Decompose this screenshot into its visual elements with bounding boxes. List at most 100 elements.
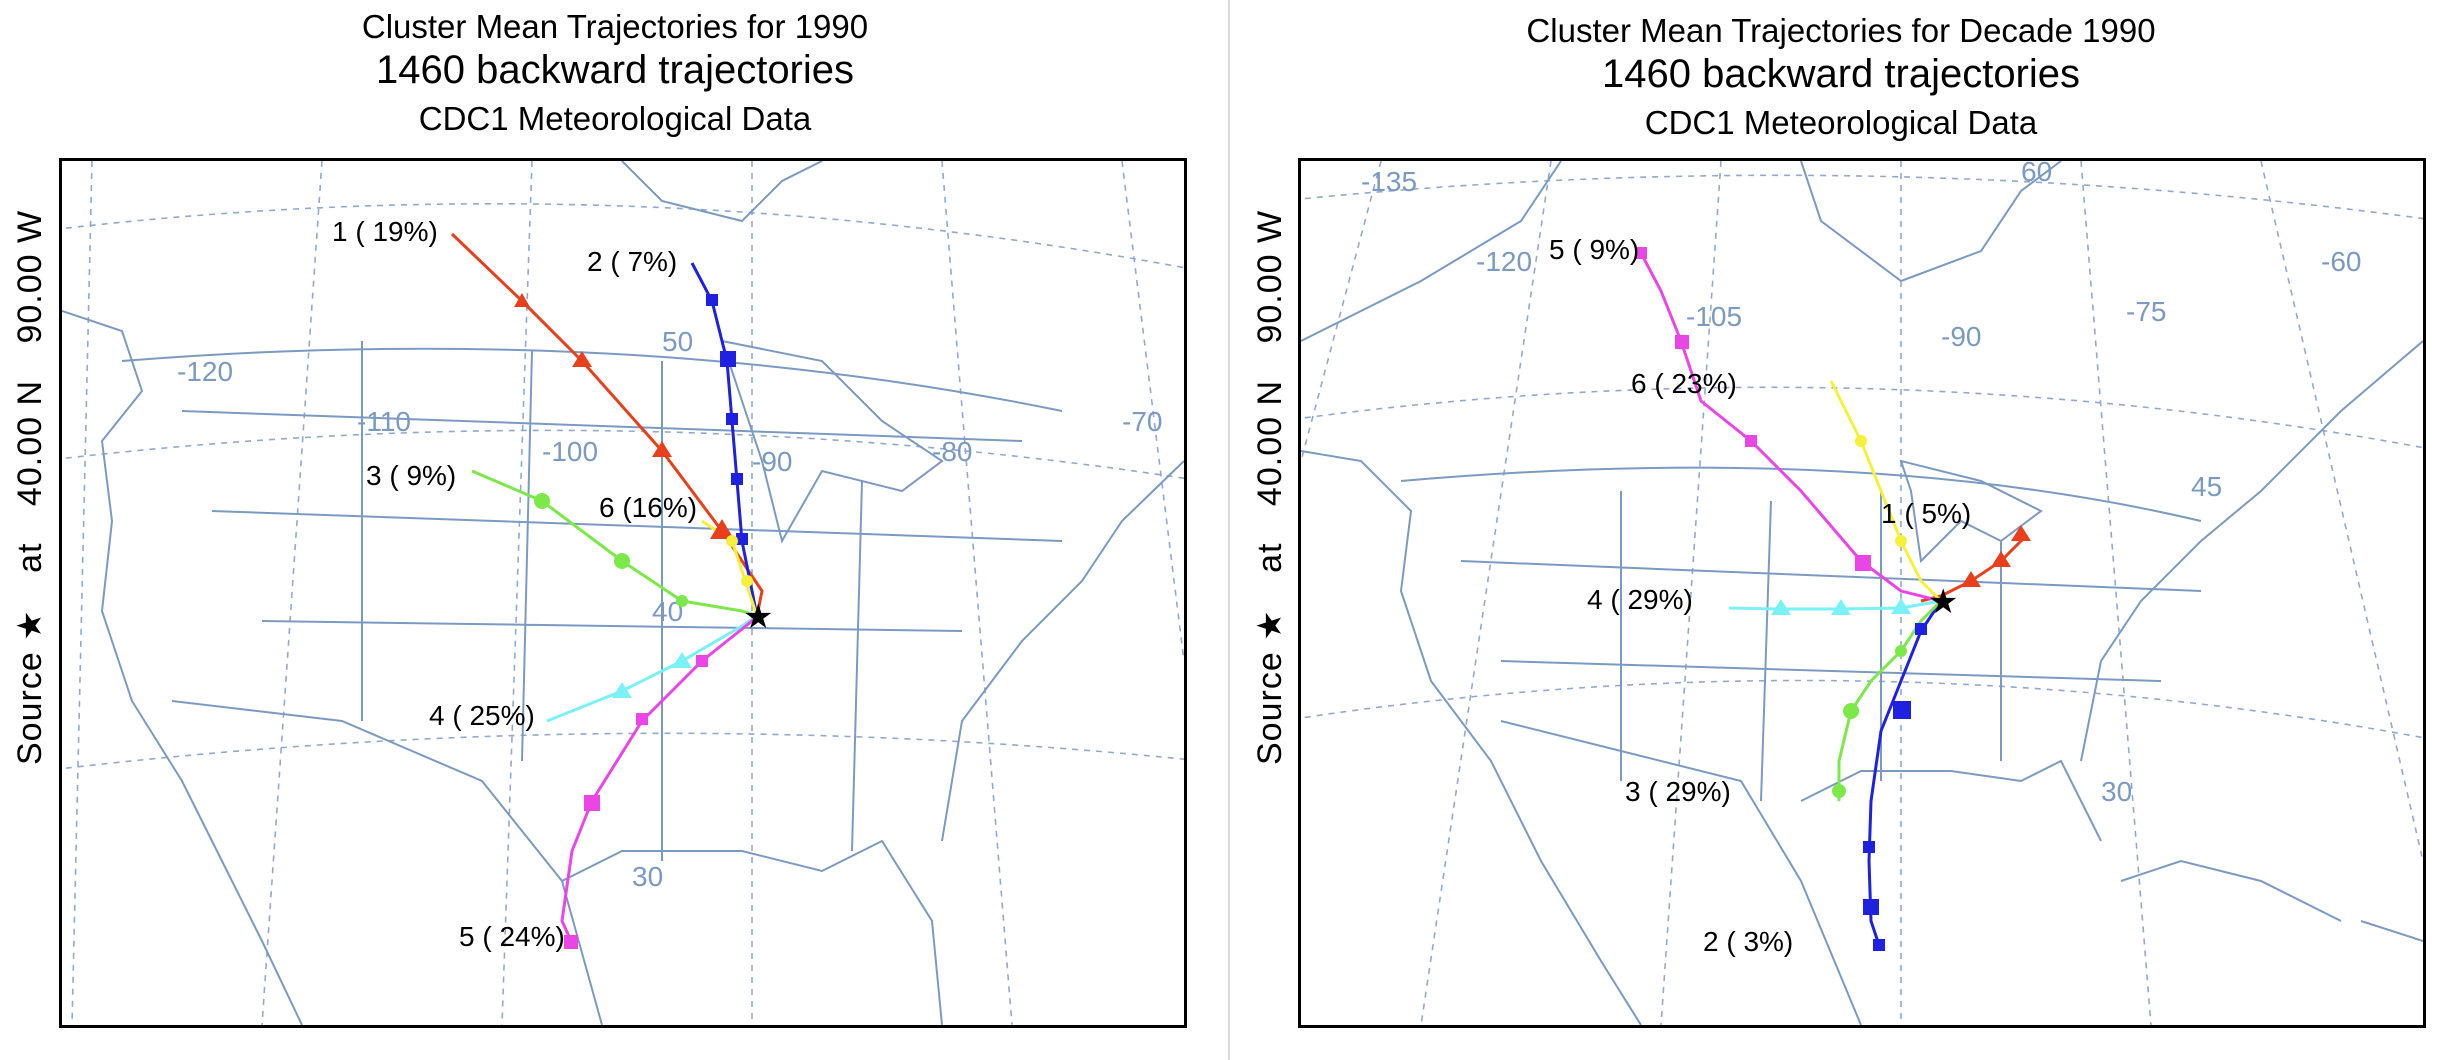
left-traj4-marker (612, 682, 632, 698)
gulf-coast (1800, 759, 2102, 842)
grid-label-45: 45 (2191, 471, 2222, 502)
left-traj2-marker (706, 294, 718, 306)
left-traj5-marker (584, 795, 600, 811)
us-mexico-border (171, 700, 603, 1025)
hudson-bay (621, 161, 823, 223)
left-map[interactable]: -120 -110 -100 -90 -80 -70 50 40 30 (59, 158, 1187, 1028)
left-trajectory-3 (471, 469, 758, 618)
left-traj1-marker (514, 293, 530, 307)
state-lines-1 (1460, 491, 2202, 802)
left-trajectory-5 (560, 614, 759, 944)
right-traj4-marker (1831, 599, 1851, 615)
grid-label-m60: -60 (2321, 246, 2361, 277)
right-cluster-label-4: 4 ( 29%) (1587, 584, 1693, 615)
left-trajectory-1 (450, 232, 764, 617)
left-source-label: Source ★ at 40.00 N 90.00 W (10, 210, 50, 765)
right-cluster-label-1: 1 ( 5%) (1881, 498, 1971, 529)
left-traj2-marker (736, 533, 748, 545)
lat-line-40 (62, 429, 1184, 480)
grid-label-30: 30 (2101, 776, 2132, 807)
right-trajectory-4 (1728, 599, 1942, 611)
great-lakes (720, 339, 944, 544)
source-word: Source (1251, 651, 1289, 765)
right-traj1-marker (1961, 571, 1981, 587)
latitude-value: 40.00 N (1251, 379, 1289, 507)
right-traj2-marker (1863, 899, 1879, 915)
left-cluster-label-3: 3 ( 9%) (366, 460, 456, 491)
lat-line-45 (1301, 386, 2423, 449)
left-traj3-marker (614, 553, 630, 569)
right-traj2-marker (1915, 623, 1927, 635)
grid-label-m105: -105 (1686, 301, 1742, 332)
left-source-star-icon: ★ (743, 598, 773, 636)
left-map-svg: -120 -110 -100 -90 -80 -70 50 40 30 (62, 161, 1184, 1025)
canada-border (1400, 466, 2202, 522)
atlantic-coast (941, 460, 1184, 842)
lon-line-110 (261, 161, 323, 1025)
grid-label-m120: -120 (177, 356, 233, 387)
left-traj2-marker (720, 351, 736, 367)
at-word: at (1251, 542, 1289, 573)
grid-label-m90: -90 (1941, 321, 1981, 352)
source-star-icon: ★ (1251, 609, 1289, 641)
canada-border (121, 347, 1063, 412)
left-cluster-label-2: 2 ( 7%) (587, 246, 677, 277)
right-traj6-marker (1855, 435, 1867, 447)
left-traj1-marker (572, 351, 592, 367)
right-source-label: Source ★ at 40.00 N 90.00 W (1250, 210, 1290, 765)
right-title-line1: Cluster Mean Trajectories for Decade 199… (1526, 12, 2156, 49)
right-traj3-marker (1832, 784, 1846, 798)
right-markers (1635, 247, 2031, 951)
right-cluster-labels: 5 ( 9%) 6 ( 23%) 1 ( 5%) 4 ( 29%) 3 ( 29… (1549, 234, 1971, 957)
lat-line-30 (62, 732, 1184, 770)
right-trajectory-3 (1837, 599, 1943, 801)
left-traj6-marker (726, 535, 738, 547)
left-grid-labels: -120 -110 -100 -90 -80 -70 50 40 30 (177, 326, 1162, 892)
left-trajectories (450, 232, 764, 944)
lon-line-135 (1301, 161, 1382, 462)
left-cluster-label-6: 6 (16%) (599, 492, 697, 523)
left-traj6-marker (741, 575, 753, 587)
right-cluster-label-6: 6 ( 23%) (1631, 368, 1737, 399)
right-cluster-label-2: 2 ( 3%) (1703, 926, 1793, 957)
grid-label-m100: -100 (542, 436, 598, 467)
state-lines-1 (181, 341, 1063, 861)
grid-label-m75: -75 (2126, 296, 2166, 327)
source-word: Source (11, 651, 49, 765)
right-traj5-marker (1745, 435, 1757, 447)
grid-label-m135: -135 (1361, 166, 1417, 197)
right-map[interactable]: -135 -120 -105 -90 -75 -60 60 45 30 (1298, 158, 2426, 1028)
left-cluster-label-5: 5 ( 24%) (459, 921, 565, 952)
right-title-line3: CDC1 Meteorological Data (1644, 104, 2038, 141)
us-mexico-border (1500, 720, 1862, 1025)
lat-line-50 (62, 203, 1184, 269)
right-traj2-marker (1893, 701, 1911, 719)
lat-line-60 (1301, 174, 2423, 220)
right-cluster-label-3: 3 ( 29%) (1625, 776, 1731, 807)
left-graticule (62, 161, 1184, 1025)
right-traj2-marker (1873, 939, 1885, 951)
right-traj1-marker (1991, 551, 2011, 567)
left-trajectory-2 (690, 262, 759, 617)
lon-line-80 (941, 161, 1013, 1025)
right-map-svg: -135 -120 -105 -90 -75 -60 60 45 30 (1301, 161, 2423, 1025)
right-trajectories (1639, 252, 2029, 946)
left-cluster-label-4: 4 ( 25%) (429, 700, 535, 731)
left-title-line2: 1460 backward trajectories (375, 48, 855, 92)
caribbean (2120, 859, 2423, 942)
longitude-value: 90.00 W (1251, 209, 1289, 344)
left-title-line3: CDC1 Meteorological Data (418, 100, 812, 137)
lon-line-120 (1420, 161, 1552, 1025)
right-coastlines (1301, 161, 2423, 1025)
left-traj2-marker (726, 413, 738, 425)
right-grid-labels: -135 -120 -105 -90 -75 -60 60 45 30 (1361, 161, 2361, 807)
at-word: at (11, 542, 49, 573)
pacific-coast (62, 310, 303, 1025)
grid-label-50: 50 (662, 326, 693, 357)
lon-line-75 (2080, 161, 2152, 1025)
left-traj4-marker (672, 652, 692, 668)
lon-line-105 (1660, 161, 1722, 1025)
left-map-panel: Cluster Mean Trajectories for 1990 1460 … (10, 8, 1187, 1028)
alaska-coast (1301, 161, 1562, 342)
left-title-line1: Cluster Mean Trajectories for 1990 (361, 8, 869, 45)
